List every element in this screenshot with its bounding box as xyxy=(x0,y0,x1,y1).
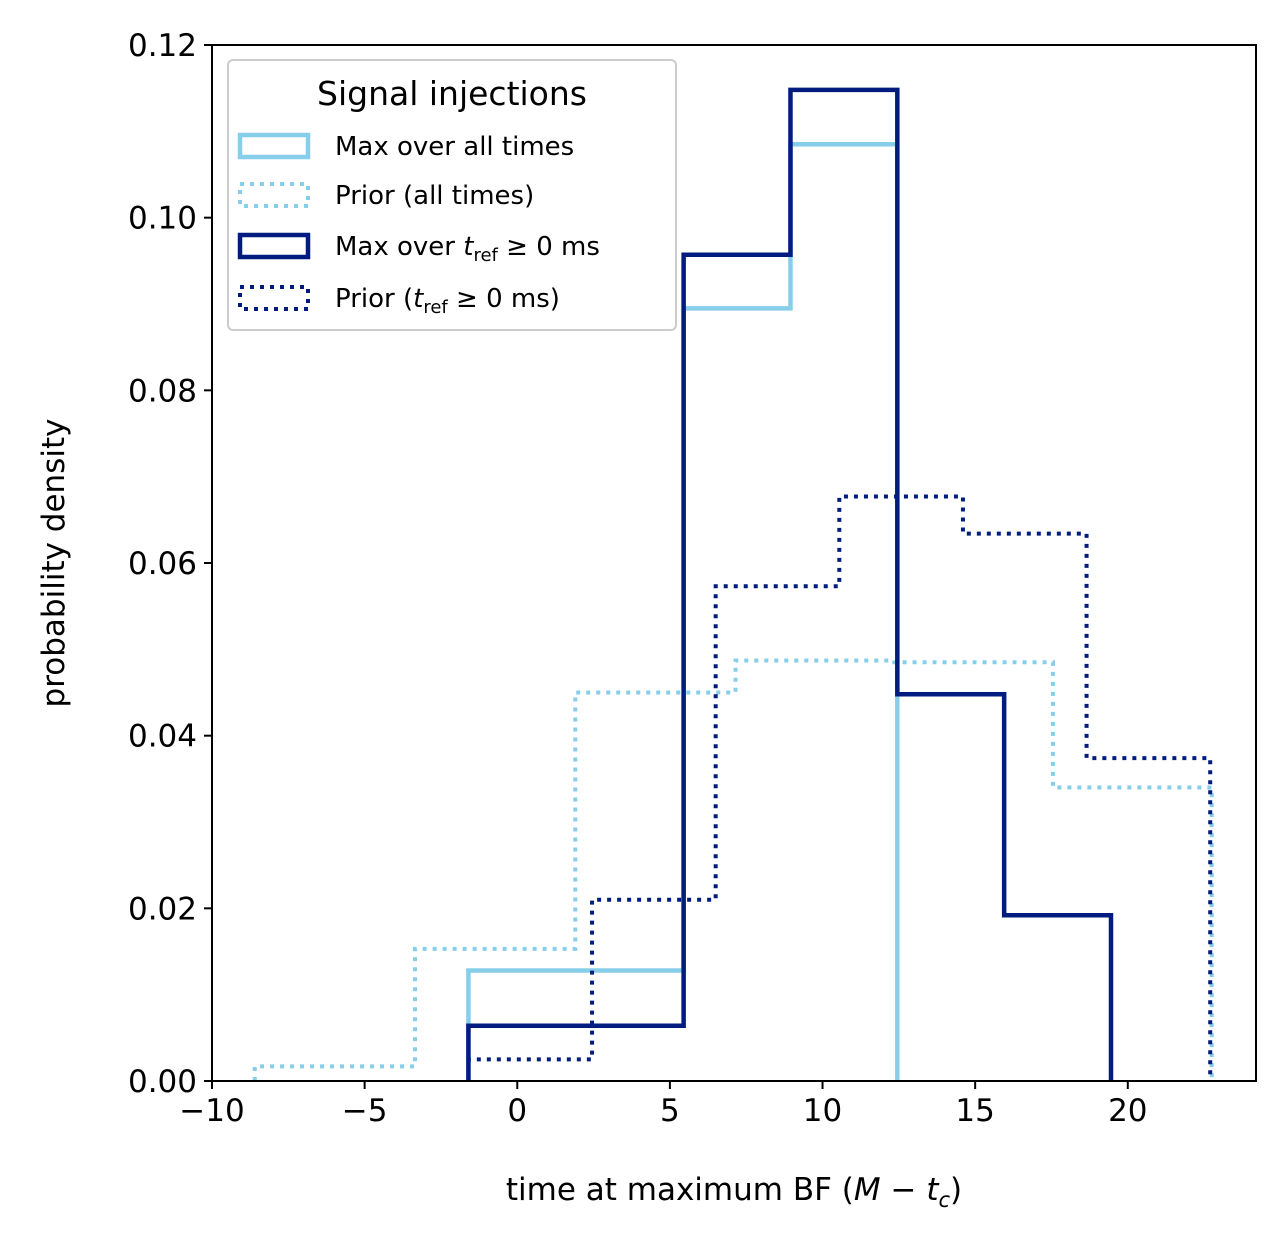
legend-handle xyxy=(237,232,311,260)
legend-handle xyxy=(237,132,311,160)
legend-entry-label: Max over tref ≥ 0 ms xyxy=(335,232,600,266)
x-tick-label: −10 xyxy=(179,1093,244,1129)
y-tick-label: 0.02 xyxy=(128,891,197,927)
legend-entry-label: Prior (all times) xyxy=(335,181,534,211)
x-tick-label: 20 xyxy=(1108,1093,1147,1129)
axes: −10 −5 0 5 10 15 20 0.00 0.02 0.04 0.06 0.08 0.10 0.1… xyxy=(36,28,1257,1212)
y-tick-label: 0.00 xyxy=(128,1064,197,1100)
legend: Signal injections Max over all times Prior… xyxy=(227,59,677,331)
x-tick-label: 15 xyxy=(955,1093,994,1129)
y-tick-label: 0.12 xyxy=(128,28,197,64)
legend-title: Signal injections xyxy=(317,74,587,113)
y-tick-label: 0.08 xyxy=(128,373,197,409)
legend-box xyxy=(227,59,677,331)
y-tick-label: 0.06 xyxy=(128,546,197,582)
y-tick-label: 0.04 xyxy=(128,719,197,755)
legend-entry-label: Prior (tref ≥ 0 ms) xyxy=(335,284,560,318)
y-tick-label: 0.10 xyxy=(128,201,197,237)
x-tick-label: −5 xyxy=(342,1093,388,1129)
x-tick-label: 10 xyxy=(803,1093,842,1129)
x-axis-label: time at maximum BF (M − tc) xyxy=(506,1172,962,1212)
histogram-series-1 xyxy=(466,142,900,1081)
legend-entry-label: Max over all times xyxy=(335,132,574,162)
plot-area xyxy=(252,87,1214,1081)
x-tick-label: 5 xyxy=(660,1093,680,1129)
legend-handle xyxy=(238,182,310,208)
y-axis-label: probability density xyxy=(36,419,72,708)
histogram-series-3 xyxy=(466,87,1114,1081)
histogram-series-4 xyxy=(466,494,1213,1081)
legend-handle xyxy=(238,285,310,311)
x-tick-label: 0 xyxy=(507,1093,527,1129)
